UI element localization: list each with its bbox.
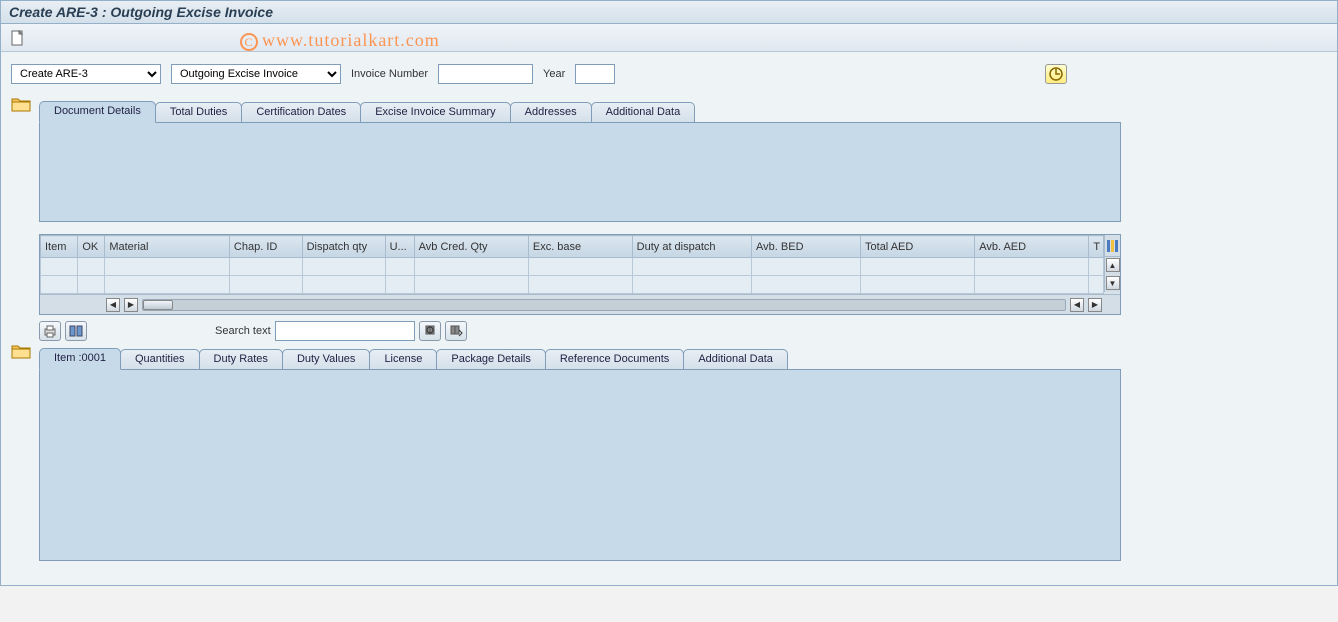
find-button[interactable] — [419, 321, 441, 341]
tab-additional-data[interactable]: Additional Data — [591, 102, 696, 122]
tab-item-0001[interactable]: Item :0001 — [39, 348, 121, 370]
table-row[interactable] — [41, 258, 1104, 276]
table-header-row: Item OK Material Chap. ID Dispatch qty U… — [41, 236, 1104, 258]
items-table-wrap: Item OK Material Chap. ID Dispatch qty U… — [39, 234, 1121, 315]
tab-additional-data-2[interactable]: Additional Data — [683, 349, 788, 369]
tab-certification-dates[interactable]: Certification Dates — [241, 102, 361, 122]
layout-button[interactable] — [65, 321, 87, 341]
tab-reference-documents[interactable]: Reference Documents — [545, 349, 684, 369]
invoice-number-input[interactable] — [438, 64, 533, 84]
tab-document-details[interactable]: Document Details — [39, 101, 156, 123]
col-avb-cred-qty[interactable]: Avb Cred. Qty — [414, 236, 528, 258]
window-title: Create ARE-3 : Outgoing Excise Invoice — [1, 1, 1337, 24]
column-config-icon[interactable] — [1106, 239, 1120, 253]
top-tab-container: Document Details Total Duties Certificat… — [39, 100, 1121, 222]
top-tab-body — [39, 122, 1121, 222]
bottom-section: Item :0001 Quantities Duty Rates Duty Va… — [11, 347, 1327, 561]
folder-collapse-icon[interactable] — [11, 96, 33, 114]
search-label: Search text — [215, 325, 271, 337]
tab-duty-rates[interactable]: Duty Rates — [199, 349, 283, 369]
top-section: Document Details Total Duties Certificat… — [11, 100, 1327, 222]
invoice-number-label: Invoice Number — [351, 68, 428, 80]
tab-quantities[interactable]: Quantities — [120, 349, 200, 369]
new-document-icon[interactable] — [9, 29, 27, 47]
tab-package-details[interactable]: Package Details — [436, 349, 546, 369]
tab-addresses[interactable]: Addresses — [510, 102, 592, 122]
doc-type-select[interactable]: Outgoing Excise Invoice — [171, 64, 341, 84]
year-label: Year — [543, 68, 565, 80]
scroll-right-icon[interactable]: ▶ — [124, 298, 138, 312]
bottom-tab-container: Item :0001 Quantities Duty Rates Duty Va… — [39, 347, 1121, 561]
scroll-left-end-icon[interactable]: ◀ — [1070, 298, 1084, 312]
execute-button[interactable] — [1045, 64, 1067, 84]
tab-excise-invoice-summary[interactable]: Excise Invoice Summary — [360, 102, 510, 122]
action-row: Search text — [39, 315, 1121, 347]
table-horizontal-scrollbar[interactable]: ◀ ▶ ◀ ▶ — [40, 294, 1120, 314]
filter-bar: Create ARE-3 Outgoing Excise Invoice Inv… — [11, 64, 1327, 84]
folder-collapse-icon-2[interactable] — [11, 343, 33, 361]
col-unit[interactable]: U... — [385, 236, 414, 258]
items-table: Item OK Material Chap. ID Dispatch qty U… — [40, 235, 1104, 294]
table-row[interactable] — [41, 276, 1104, 294]
hscroll-thumb[interactable] — [143, 300, 173, 310]
main-area: Create ARE-3 Outgoing Excise Invoice Inv… — [1, 52, 1337, 585]
col-duty-dispatch[interactable]: Duty at dispatch — [632, 236, 751, 258]
col-dispatch-qty[interactable]: Dispatch qty — [302, 236, 385, 258]
col-material[interactable]: Material — [105, 236, 230, 258]
col-avb-aed[interactable]: Avb. AED — [975, 236, 1089, 258]
col-t[interactable]: T — [1089, 236, 1104, 258]
scroll-up-icon[interactable]: ▲ — [1106, 258, 1120, 272]
tab-total-duties[interactable]: Total Duties — [155, 102, 242, 122]
bottom-tabs: Item :0001 Quantities Duty Rates Duty Va… — [39, 347, 1121, 369]
find-next-button[interactable] — [445, 321, 467, 341]
search-input[interactable] — [275, 321, 415, 341]
tab-license[interactable]: License — [369, 349, 437, 369]
print-button[interactable] — [39, 321, 61, 341]
year-input[interactable] — [575, 64, 615, 84]
scroll-right-end-icon[interactable]: ▶ — [1088, 298, 1102, 312]
bottom-tab-body — [39, 369, 1121, 561]
col-item[interactable]: Item — [41, 236, 78, 258]
col-avb-bed[interactable]: Avb. BED — [752, 236, 861, 258]
tab-duty-values[interactable]: Duty Values — [282, 349, 371, 369]
top-tabs: Document Details Total Duties Certificat… — [39, 100, 1121, 122]
col-total-aed[interactable]: Total AED — [861, 236, 975, 258]
toolbar — [1, 24, 1337, 52]
scroll-down-icon[interactable]: ▼ — [1106, 276, 1120, 290]
hscroll-track[interactable] — [142, 299, 1066, 311]
table-vertical-scrollbar[interactable]: ▲ ▼ — [1104, 235, 1120, 292]
scroll-left-icon[interactable]: ◀ — [106, 298, 120, 312]
col-exc-base[interactable]: Exc. base — [528, 236, 632, 258]
action-select[interactable]: Create ARE-3 — [11, 64, 161, 84]
col-chap-id[interactable]: Chap. ID — [229, 236, 302, 258]
sap-window: Create ARE-3 : Outgoing Excise Invoice C… — [0, 0, 1338, 586]
col-ok[interactable]: OK — [78, 236, 105, 258]
